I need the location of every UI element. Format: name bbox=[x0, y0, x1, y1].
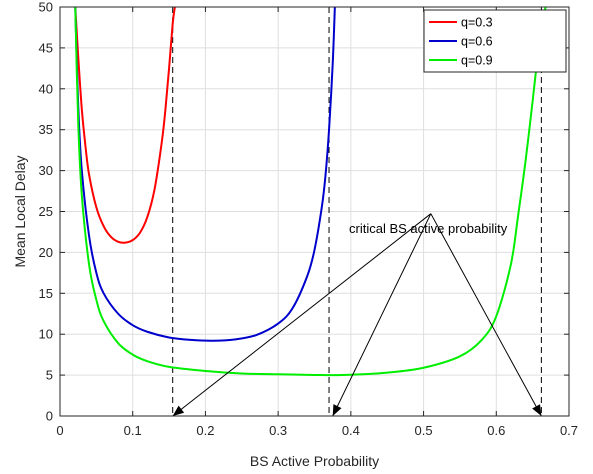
y-tick-label: 25 bbox=[39, 204, 53, 219]
series-line-2 bbox=[74, 7, 336, 342]
axis-ticks: 0 0.1 0.2 0.3 0.4 0.5 0.6 0.7 0 5 10 15 20 25 30 35 40 45… bbox=[39, 0, 579, 438]
x-tick-label: 0 bbox=[56, 423, 63, 438]
annotation-arrow-line bbox=[430, 213, 542, 417]
x-axis-label: BS Active Probability bbox=[250, 453, 379, 469]
legend-entry: q=0.6 bbox=[461, 35, 493, 49]
annotation-arrow-head bbox=[532, 404, 542, 416]
y-tick-label: 15 bbox=[39, 286, 53, 301]
annotation-arrow-line bbox=[332, 213, 432, 417]
annotation-arrow-head bbox=[172, 405, 185, 416]
series-line-3 bbox=[74, 7, 547, 377]
annotation-label: critical BS active probability bbox=[349, 221, 508, 236]
y-tick-label: 5 bbox=[46, 368, 53, 383]
annotation: critical BS active probability bbox=[172, 213, 542, 417]
series-lines bbox=[74, 7, 547, 377]
y-tick-label: 40 bbox=[39, 81, 53, 96]
legend: q=0.3 q=0.6 q=0.9 bbox=[423, 9, 567, 73]
annotation-arrow-head bbox=[332, 404, 342, 416]
annotation-arrow-line bbox=[172, 213, 432, 417]
grid bbox=[60, 7, 569, 416]
y-tick-label: 45 bbox=[39, 40, 53, 55]
legend-entry: q=0.3 bbox=[461, 16, 493, 30]
y-tick-label: 30 bbox=[39, 163, 53, 178]
x-tick-label: 0.5 bbox=[415, 423, 433, 438]
x-tick-label: 0.2 bbox=[196, 423, 214, 438]
x-tick-label: 0.6 bbox=[487, 423, 505, 438]
legend-entry: q=0.9 bbox=[461, 54, 493, 68]
y-axis-label: Mean Local Delay bbox=[12, 155, 28, 267]
y-tick-label: 0 bbox=[46, 409, 53, 424]
y-tick-label: 50 bbox=[39, 0, 53, 15]
y-tick-label: 20 bbox=[39, 245, 53, 260]
series-line-1 bbox=[74, 7, 176, 244]
x-tick-label: 0.1 bbox=[124, 423, 142, 438]
y-tick-label: 10 bbox=[39, 327, 53, 342]
x-tick-label: 0.4 bbox=[342, 423, 360, 438]
y-tick-label: 35 bbox=[39, 122, 53, 137]
critical-probability-lines bbox=[172, 7, 542, 416]
x-tick-label: 0.3 bbox=[269, 423, 287, 438]
x-tick-label: 0.7 bbox=[560, 423, 578, 438]
